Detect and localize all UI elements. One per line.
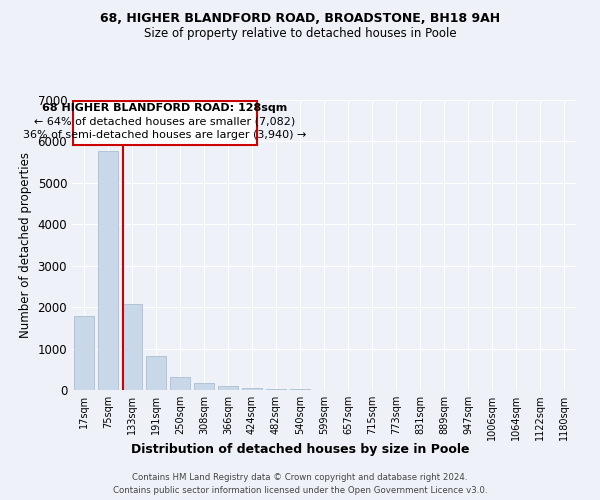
Y-axis label: Number of detached properties: Number of detached properties [19, 152, 32, 338]
Bar [242, 388, 262, 390]
Text: ← 64% of detached houses are smaller (7,082): ← 64% of detached houses are smaller (7,… [34, 116, 296, 126]
Text: Contains HM Land Registry data © Crown copyright and database right 2024.: Contains HM Land Registry data © Crown c… [132, 472, 468, 482]
Text: Distribution of detached houses by size in Poole: Distribution of detached houses by size … [131, 442, 469, 456]
Bar [266, 389, 286, 390]
Bar [74, 316, 94, 390]
Bar [170, 377, 190, 390]
Bar [146, 356, 166, 390]
Bar [194, 383, 214, 390]
Bar [290, 389, 310, 390]
Text: 68, HIGHER BLANDFORD ROAD, BROADSTONE, BH18 9AH: 68, HIGHER BLANDFORD ROAD, BROADSTONE, B… [100, 12, 500, 26]
Bar [218, 386, 238, 390]
Text: 36% of semi-detached houses are larger (3,940) →: 36% of semi-detached houses are larger (… [23, 130, 307, 140]
FancyBboxPatch shape [73, 101, 257, 144]
Bar [98, 150, 118, 390]
Text: Size of property relative to detached houses in Poole: Size of property relative to detached ho… [143, 28, 457, 40]
Text: 68 HIGHER BLANDFORD ROAD: 128sqm: 68 HIGHER BLANDFORD ROAD: 128sqm [43, 104, 287, 114]
Bar [122, 304, 142, 390]
Text: Contains public sector information licensed under the Open Government Licence v3: Contains public sector information licen… [113, 486, 487, 495]
